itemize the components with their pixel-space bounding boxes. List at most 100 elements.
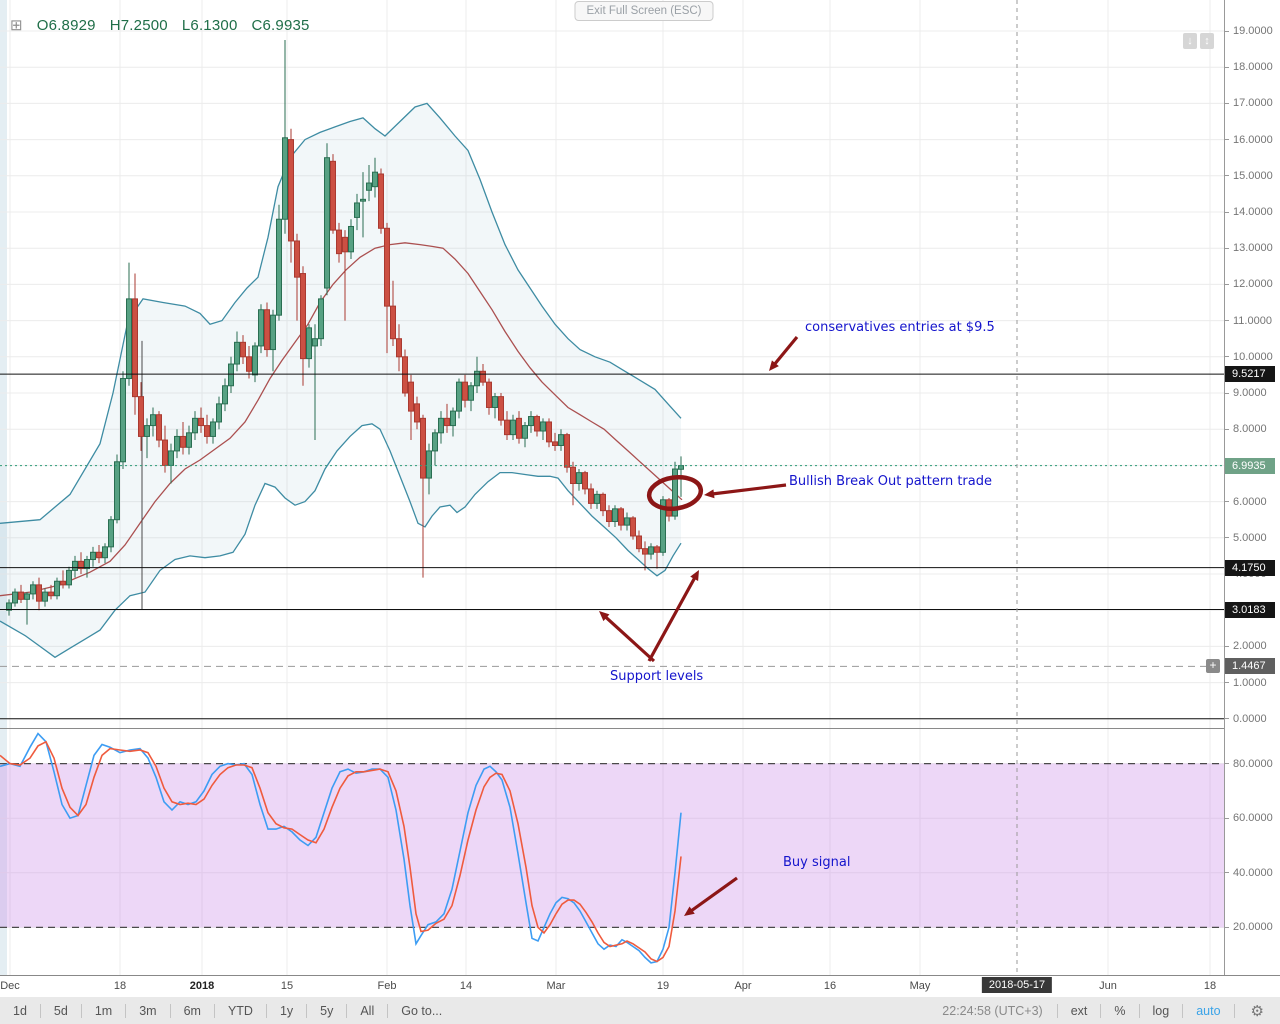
candle [90,546,96,567]
candle-body [132,298,138,398]
candle [672,461,678,520]
candle [576,469,582,491]
candle-body [504,419,510,436]
candle [624,512,630,531]
candle [72,555,78,578]
compare-add-icon[interactable]: ⊞ [10,17,23,34]
scale-extend-icon[interactable]: ↕ [1200,33,1214,49]
candle-body [588,488,594,504]
stoch-tick-label: 40.0000 [1225,867,1273,879]
candle [42,588,48,607]
extended-hours-button[interactable]: ext [1070,1003,1088,1018]
arrow-head [684,906,695,916]
arrow-drawing[interactable] [684,876,738,916]
candle [84,555,90,578]
annotation-support-levels[interactable]: Support levels [610,669,704,684]
arrow-drawing[interactable] [599,611,656,663]
range-1d[interactable]: 1d [13,1003,27,1018]
bollinger-fill [0,103,681,658]
annotation-buy-signal[interactable]: Buy signal [783,855,851,870]
arrow-shaft [687,876,738,914]
arrow-drawing[interactable] [769,335,799,371]
bollinger-lower-band[interactable] [0,423,682,659]
candle-body [606,510,612,523]
range-1y[interactable]: 1y [279,1003,294,1018]
candle [54,577,60,600]
bollinger-upper-band[interactable] [0,102,682,524]
goto-button[interactable]: Go to... [401,1003,443,1018]
range-3m[interactable]: 3m [139,1003,157,1018]
candle-body [18,591,24,600]
candle [204,414,210,444]
scale-down-icon[interactable]: ↓ [1183,33,1197,49]
candle [606,505,612,527]
candle-body [150,414,156,427]
arrow-drawing[interactable] [647,570,699,662]
candle-body [6,602,12,611]
range-6m[interactable]: 6m [183,1003,201,1018]
price-tick-label: 15.0000 [1225,170,1273,182]
candle [282,40,288,234]
candle-body [468,385,474,401]
candle [420,414,426,578]
annotation-bullish-breakout[interactable]: Bullish Break Out pattern trade [789,474,992,489]
candle-body [54,580,60,597]
candle-body [360,198,366,202]
candle-body [636,535,642,550]
range-selector: 1d 5d 1m 3m 6m YTD 1y 5y All [0,1003,387,1018]
candle-body [660,499,666,553]
candle [222,378,228,412]
exit-fullscreen-tooltip: Exit Full Screen (ESC) [574,1,714,21]
clock-label[interactable]: 22:24:58 (UTC+3) [942,1003,1043,1018]
range-5y[interactable]: 5y [320,1003,334,1018]
time-scale[interactable]: 2018-05-17 Dec 18 2018 15 Feb 14 Mar 19 Apr 16 May… [0,975,1280,997]
range-1m[interactable]: 1m [94,1003,113,1018]
candle-body [102,546,108,559]
candle [78,552,84,574]
candle [630,516,636,540]
candle [174,429,180,459]
arrow-drawing[interactable] [704,483,787,499]
candle-body [672,468,678,517]
price-scale[interactable]: 19.0000 18.0000 17.0000 16.0000 15.0000 14.00… [1206,0,1280,975]
candlestick-series [6,40,684,625]
price-tick-label: 5.0000 [1225,532,1267,544]
range-ytd[interactable]: YTD [227,1003,253,1018]
candle-body [516,417,522,439]
settings-gear-icon[interactable]: ⚙ [1250,1002,1264,1020]
candle-body [324,157,330,289]
candle [216,396,222,430]
candle-body [558,434,564,446]
candle-body [540,421,546,432]
crosshair-date-badge: 2018-05-17 [981,977,1053,993]
percent-scale-button[interactable]: % [1114,1003,1126,1018]
candle-body [312,338,318,347]
candle-body [462,381,468,401]
add-order-plus-button[interactable]: + [1206,659,1220,674]
candle-body [372,171,378,188]
candle-body [498,396,504,421]
breakout-ellipse-drawing[interactable] [646,474,704,512]
auto-scale-button[interactable]: auto [1196,1003,1221,1018]
candle [396,324,402,372]
toolbar-divider [346,1003,348,1018]
candle-body [576,472,582,485]
toolbar-divider [265,1003,267,1018]
candle [486,378,492,415]
candle-body [564,434,570,468]
stochastic-d-line[interactable] [0,740,682,963]
pane-separator[interactable] [0,728,1280,729]
price-badge: 9.5217 [1225,366,1275,383]
log-scale-button[interactable]: log [1152,1003,1170,1018]
annotation-conservative-entries[interactable]: conservatives entries at $9.5 [805,320,995,335]
candle-body [366,182,372,191]
candle-body [474,370,480,387]
candle [198,407,204,433]
candle-body [216,403,222,423]
range-all[interactable]: All [360,1003,375,1018]
price-tick-label: 13.0000 [1225,242,1273,254]
range-5d[interactable]: 5d [53,1003,68,1018]
candle [138,382,144,451]
candle-body [270,314,276,351]
chart-canvas[interactable] [0,0,1224,975]
